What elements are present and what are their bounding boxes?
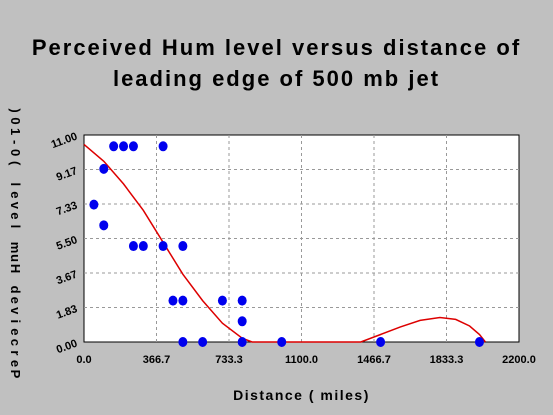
y-axis-label-char: P: [8, 370, 23, 380]
fit-curve: [83, 143, 486, 343]
data-point: [277, 337, 287, 347]
y-axis-label-char: r: [8, 350, 23, 356]
x-tick-label: 2200.0: [502, 354, 536, 366]
y-axis-label-char: v: [8, 307, 23, 315]
y-axis-label-char: m: [8, 242, 23, 255]
data-point: [237, 295, 247, 306]
y-axis-label-char: -: [8, 140, 23, 145]
data-point: [178, 337, 188, 347]
data-point: [138, 241, 148, 252]
chart-title-line-1: Perceived Hum level versus distance of: [31, 35, 522, 60]
x-tick-label: 366.7: [143, 354, 171, 366]
y-axis-label-char: 0: [8, 149, 23, 157]
data-point: [198, 337, 208, 347]
data-point: [128, 241, 138, 252]
data-point: [99, 163, 109, 174]
y-axis-label-char: l: [8, 182, 23, 187]
data-point: [217, 295, 227, 306]
data-point: [158, 141, 168, 152]
y-axis-label-char: e: [8, 191, 23, 199]
y-tick-label: 11.00: [50, 131, 79, 151]
y-axis-label-char: 0: [8, 117, 23, 125]
grid-lines: [84, 135, 519, 342]
x-tick-label: 1466.7: [357, 354, 391, 366]
x-tick-label: 733.3: [215, 354, 243, 366]
x-tick-labels: 0.0 366.7 733.3 1100.0 1466.7 1833.3 2200.0: [76, 354, 535, 366]
data-points: [89, 141, 484, 347]
y-axis-label-char: c: [8, 339, 23, 347]
y-tick-label: 5.50: [55, 234, 79, 253]
y-axis-label-char: 1: [8, 128, 23, 136]
data-point: [376, 337, 386, 347]
y-axis-label-char: v: [8, 202, 23, 210]
y-tick-label: 7.33: [55, 200, 79, 219]
data-point: [474, 337, 484, 347]
chart-title-line-2: leading edge of 500 mb jet: [112, 66, 441, 91]
data-point: [237, 337, 247, 347]
y-tick-label: 9.17: [55, 165, 79, 184]
y-tick-label: 1.83: [55, 303, 79, 322]
data-point: [109, 141, 119, 152]
x-tick-label: 0.0: [76, 354, 91, 366]
data-point: [178, 241, 188, 252]
y-axis-label-char: H: [8, 264, 23, 274]
data-point: [89, 199, 99, 210]
y-axis-label-char: ): [8, 108, 23, 113]
data-point: [128, 141, 138, 152]
data-point: [119, 141, 129, 152]
y-axis-label-char: u: [8, 254, 23, 263]
x-tick-label: 1833.3: [430, 354, 464, 366]
y-axis-label-char: l: [8, 225, 23, 230]
y-axis-label-char: d: [8, 286, 23, 295]
data-point: [99, 220, 109, 231]
x-axis-label: Distance ( miles): [233, 387, 370, 403]
data-point: [237, 316, 247, 327]
y-axis-label-char: i: [8, 319, 23, 324]
y-axis-label-char: e: [8, 297, 23, 305]
y-axis-label-char: e: [8, 360, 23, 368]
data-point: [158, 241, 168, 252]
y-tick-label: 3.67: [55, 269, 79, 288]
data-point: [168, 295, 178, 306]
y-axis-label-char: e: [8, 328, 23, 336]
chart-title: Perceived Hum level versus distance of l…: [0, 32, 553, 94]
y-axis-label-char: (: [8, 161, 23, 166]
data-point: [178, 295, 188, 306]
y-axis-label-char: e: [8, 212, 23, 220]
x-tick-label: 1100.0: [285, 354, 318, 366]
